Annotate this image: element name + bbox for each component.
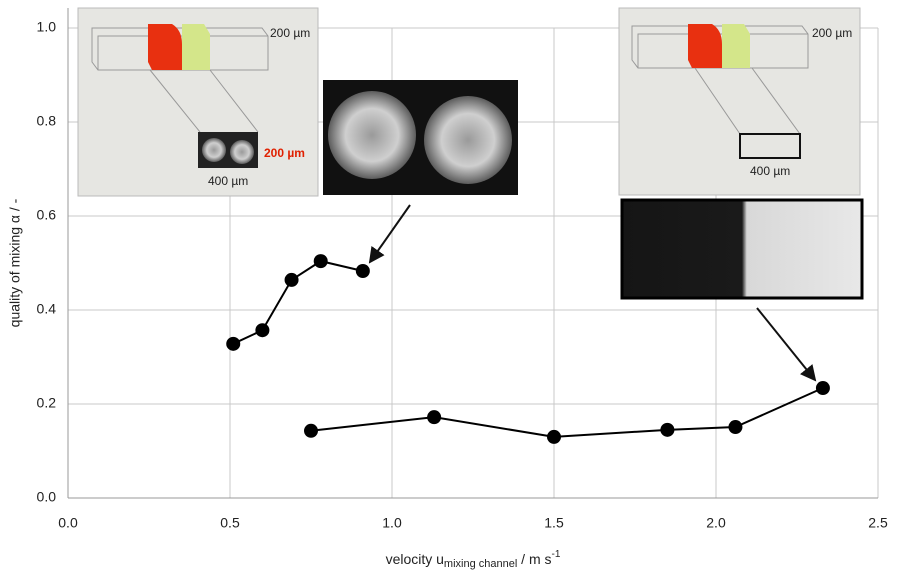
data-point	[427, 410, 441, 424]
data-point	[660, 423, 674, 437]
left-inset: 200 µm 400 µm 200 µm	[78, 8, 318, 196]
data-point	[356, 264, 370, 278]
y-tick-label: 0.2	[37, 395, 57, 411]
series-line	[311, 388, 823, 437]
x-tick-label: 2.5	[868, 515, 888, 531]
x-axis-label: velocity umixing channel / m s-1	[386, 549, 561, 570]
annotation: 200 µm	[812, 26, 852, 40]
swirl	[202, 138, 226, 162]
y-tick-label: 0.8	[37, 113, 57, 129]
y-tick-label: 0.6	[37, 207, 57, 223]
series-line	[233, 261, 363, 344]
annotation: 400 µm	[208, 174, 248, 188]
data-point	[816, 381, 830, 395]
x-tick-label: 1.0	[382, 515, 402, 531]
data-point	[255, 323, 269, 337]
x-tick-label: 0.5	[220, 515, 240, 531]
y-tick-label: 0.4	[37, 301, 57, 317]
swirl	[328, 91, 416, 179]
red-fluid	[688, 24, 722, 68]
data-point	[547, 430, 561, 444]
x-label-unit: / m s	[517, 551, 551, 567]
page: 200 µm 400 µm 200 µm 200 µm 400 µm quali…	[0, 0, 899, 583]
y-axis-label: quality of mixing α / -	[7, 198, 23, 327]
y-tick-label: 0.0	[37, 489, 57, 505]
x-tick-label: 2.0	[706, 515, 726, 531]
swirl	[230, 140, 254, 164]
data-point	[304, 424, 318, 438]
chart: 200 µm 400 µm 200 µm 200 µm 400 µm quali…	[0, 0, 899, 578]
annotation: 400 µm	[750, 164, 790, 178]
green-fluid	[722, 24, 750, 68]
x-tick-label: 0.0	[58, 515, 78, 531]
annotation: 200 µm	[270, 26, 310, 40]
data-point	[728, 420, 742, 434]
green-fluid	[182, 24, 210, 70]
x-label-sub: mixing channel	[444, 558, 517, 570]
annotation: 200 µm	[264, 146, 305, 160]
data-point	[314, 254, 328, 268]
swirl	[424, 96, 512, 184]
x-tick-label: 1.5	[544, 515, 564, 531]
right-inset: 200 µm 400 µm	[619, 8, 860, 195]
x-label-main: velocity u	[386, 551, 444, 567]
data-point	[285, 273, 299, 287]
red-fluid	[148, 24, 182, 70]
y-tick-label: 1.0	[37, 19, 57, 35]
arrow	[370, 205, 410, 262]
data-point	[226, 337, 240, 351]
x-label-sup: -1	[552, 549, 561, 560]
arrow	[757, 308, 815, 380]
micrograph	[622, 200, 862, 298]
